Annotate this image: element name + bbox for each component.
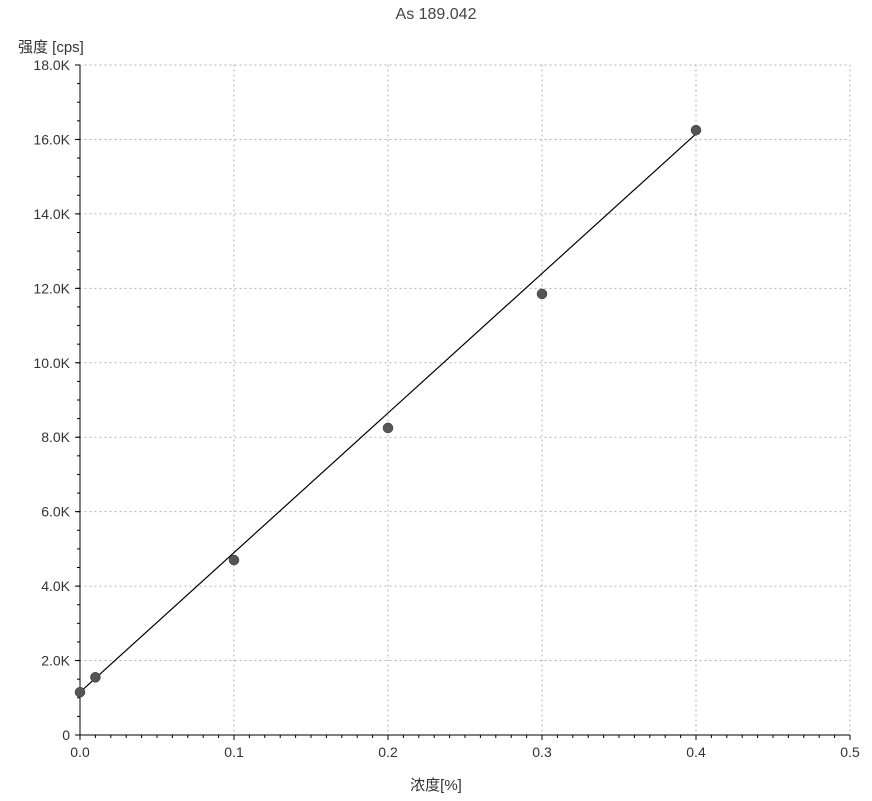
svg-text:0: 0: [62, 727, 70, 743]
svg-text:0.2: 0.2: [378, 744, 398, 760]
svg-text:10.0K: 10.0K: [33, 355, 70, 371]
data-point: [691, 125, 701, 135]
svg-text:0.4: 0.4: [686, 744, 706, 760]
data-point: [537, 289, 547, 299]
svg-text:0.5: 0.5: [840, 744, 860, 760]
data-point: [75, 687, 85, 697]
svg-text:6.0K: 6.0K: [41, 504, 70, 520]
svg-text:0.3: 0.3: [532, 744, 552, 760]
data-point: [383, 423, 393, 433]
chart-svg: 0.0 0.1 0.2 0.3 0.4 0.5 0 2.0K 4.0K 6.0K 8.0K 10.0K…: [0, 0, 872, 801]
svg-text:0.1: 0.1: [224, 744, 244, 760]
svg-text:16.0K: 16.0K: [33, 131, 70, 147]
svg-text:12.0K: 12.0K: [33, 280, 70, 296]
svg-text:18.0K: 18.0K: [33, 57, 70, 73]
chart-container: As 189.042 强度 [cps] 浓度[%] 0.00.10.20.30.…: [0, 0, 872, 801]
svg-text:14.0K: 14.0K: [33, 206, 70, 222]
svg-text:2.0K: 2.0K: [41, 653, 70, 669]
svg-text:4.0K: 4.0K: [41, 578, 70, 594]
svg-text:0.0: 0.0: [70, 744, 90, 760]
svg-text:8.0K: 8.0K: [41, 429, 70, 445]
data-point: [229, 555, 239, 565]
data-point: [90, 672, 100, 682]
